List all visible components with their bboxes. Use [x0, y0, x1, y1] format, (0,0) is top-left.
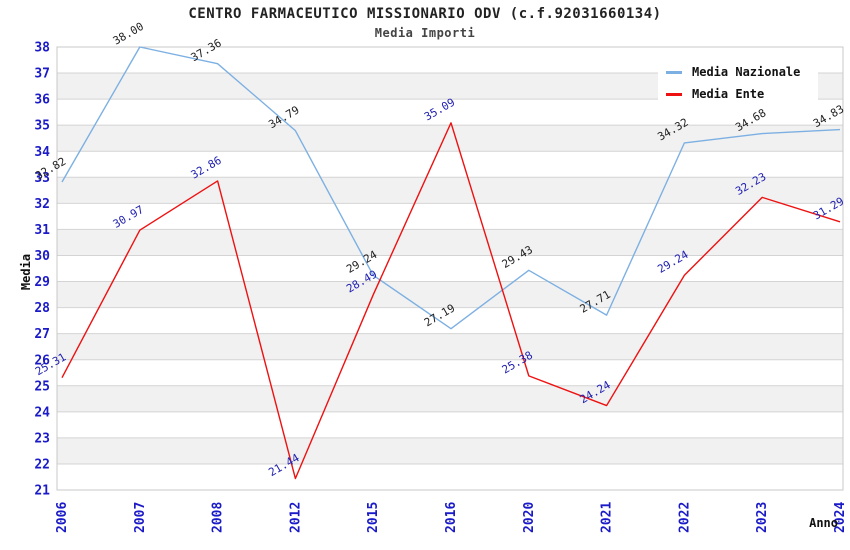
x-tick-label: 2012	[288, 502, 303, 533]
plot-band	[57, 307, 843, 334]
legend-item: Media Ente	[666, 83, 818, 105]
plot-border	[56, 46, 844, 491]
legend-swatch	[666, 70, 682, 74]
plot-band	[57, 203, 843, 230]
y-tick-label: 21	[34, 484, 50, 499]
x-tick-label: 2022	[677, 502, 692, 533]
data-label: 38.00	[111, 20, 146, 48]
y-tick-label: 23	[34, 431, 50, 446]
x-tick-label: 2024	[833, 502, 848, 533]
y-tick-label: 29	[34, 275, 50, 290]
y-tick-label: 37	[34, 67, 50, 82]
y-tick-label: 36	[34, 93, 50, 108]
plot-band	[57, 437, 843, 464]
x-tick-label: 2006	[55, 502, 70, 533]
x-tick-label: 2021	[600, 502, 615, 533]
chart-subtitle: Media Importi	[374, 26, 476, 40]
y-tick-label: 27	[34, 327, 50, 342]
y-tick-label: 32	[34, 197, 50, 212]
y-tick-label: 28	[34, 301, 50, 316]
legend-swatch	[666, 92, 682, 96]
plot-band	[57, 255, 843, 282]
y-tick-label: 22	[34, 457, 50, 472]
y-tick-label: 35	[34, 119, 50, 134]
plot-band	[57, 411, 843, 438]
y-tick-label: 30	[34, 249, 50, 264]
x-tick-label: 2016	[444, 502, 459, 533]
x-axis-title: Anno	[809, 516, 838, 530]
plot-band	[57, 385, 843, 412]
legend: Media Nazionale Media Ente	[658, 55, 818, 109]
legend-label: Media Nazionale	[692, 65, 801, 79]
plot-band	[57, 177, 843, 204]
plot-band	[57, 359, 843, 386]
y-tick-label: 24	[34, 405, 50, 420]
plot-band	[57, 125, 843, 152]
plot-band	[57, 281, 843, 308]
plot-band	[57, 333, 843, 360]
y-tick-label: 33	[34, 171, 50, 186]
x-tick-label: 2023	[755, 502, 770, 533]
y-tick-label: 34	[34, 145, 50, 160]
x-tick-label: 2008	[211, 502, 226, 533]
series-line	[61, 46, 841, 330]
x-tick-label: 2007	[133, 502, 148, 533]
series-line	[61, 122, 841, 480]
plot-band	[57, 463, 843, 490]
chart-title: CENTRO FARMACEUTICO MISSIONARIO ODV (c.f…	[188, 6, 662, 22]
legend-item: Media Nazionale	[666, 61, 818, 83]
plot-band	[57, 229, 843, 256]
plot-band	[57, 151, 843, 178]
y-tick-label: 31	[34, 223, 50, 238]
legend-label: Media Ente	[692, 87, 765, 101]
y-tick-label: 25	[34, 379, 50, 394]
y-tick-label: 38	[34, 41, 50, 56]
y-axis-title: Media	[19, 254, 33, 290]
x-tick-label: 2015	[366, 502, 381, 533]
x-tick-label: 2020	[522, 502, 537, 533]
y-tick-label: 26	[34, 353, 50, 368]
